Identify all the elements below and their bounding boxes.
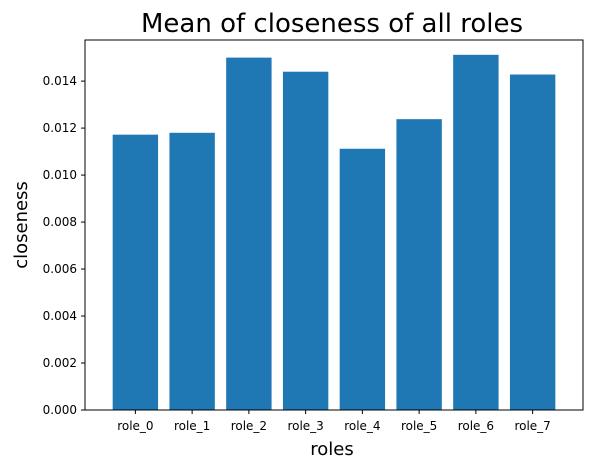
bar-role_2	[226, 57, 272, 411]
y-tick-label: 0.006	[43, 262, 77, 276]
x-tick-label: role_0	[117, 419, 153, 433]
y-tick-label: 0.014	[43, 74, 77, 88]
x-tick-label: role_3	[287, 419, 323, 433]
y-axis-label: closeness	[11, 181, 32, 269]
y-tick-label: 0.010	[43, 168, 77, 182]
y-tick-label: 0.008	[43, 215, 77, 229]
y-tick-label: 0.000	[43, 403, 77, 417]
bar-role_5	[396, 119, 442, 411]
x-tick-label: role_1	[174, 419, 210, 433]
x-tick-label: role_4	[344, 419, 380, 433]
chart-title: Mean of closeness of all roles	[141, 9, 523, 39]
x-axis-ticks: role_0 role_1 role_2 role_3 role_4 role_5 role…	[117, 410, 551, 433]
x-tick-label: role_2	[231, 419, 267, 433]
plot-frame	[84, 39, 584, 411]
x-tick-label: role_6	[458, 419, 494, 433]
y-axis-ticks: 0.000 0.002 0.004 0.006 0.008 0.010 0.012 0.014	[43, 74, 85, 417]
bar-role_1	[169, 132, 215, 411]
bar-role_6	[453, 54, 499, 411]
bars-group	[112, 54, 556, 411]
x-axis-label: roles	[310, 439, 353, 460]
y-tick-label: 0.004	[43, 309, 77, 323]
bar-role_4	[339, 148, 386, 410]
bar-role_7	[509, 74, 556, 410]
bar-role_3	[282, 71, 329, 411]
y-tick-label: 0.012	[43, 121, 77, 135]
y-tick-label: 0.002	[43, 356, 77, 370]
x-tick-label: role_7	[514, 419, 550, 433]
bar-role_0	[112, 134, 159, 411]
x-tick-label: role_5	[401, 419, 437, 433]
